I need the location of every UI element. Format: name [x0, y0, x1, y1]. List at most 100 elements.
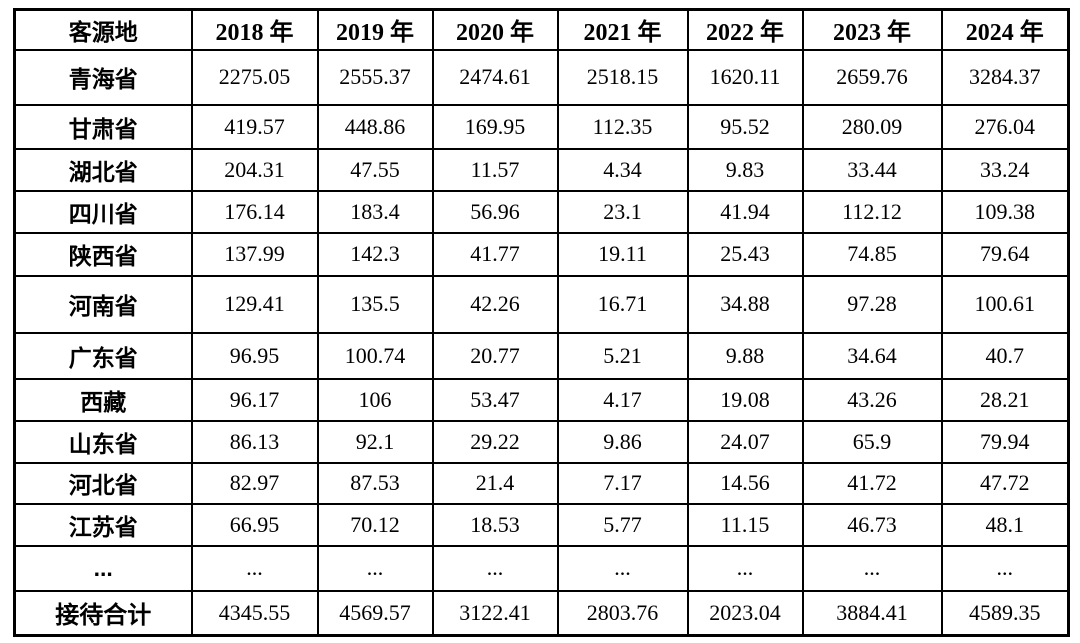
data-cell: 280.09	[801, 103, 943, 150]
data-cell: 16.71	[556, 274, 689, 334]
data-cell: 4589.35	[940, 589, 1070, 637]
data-cell: 23.1	[556, 189, 689, 234]
data-cell: 129.41	[190, 274, 319, 334]
data-cell: 2659.76	[801, 48, 943, 106]
data-cell: 42.26	[431, 274, 559, 334]
data-cell: 56.96	[431, 189, 559, 234]
data-cell: 47.55	[316, 147, 434, 192]
data-cell: 169.95	[431, 103, 559, 150]
data-cell: 1620.11	[686, 48, 804, 106]
data-cell: 53.47	[431, 377, 559, 422]
data-cell: 9.86	[556, 419, 689, 464]
data-cell: ...	[940, 544, 1070, 592]
row-label: 陕西省	[13, 231, 193, 277]
data-cell: 9.83	[686, 147, 804, 192]
header-row: 客源地 2018 年 2019 年 2020 年 2021 年 2022 年 2…	[13, 8, 1070, 51]
row-label-total: 接待合计	[13, 589, 193, 637]
data-cell: 19.08	[686, 377, 804, 422]
column-header-2020: 2020 年	[431, 8, 559, 51]
data-cell: 25.43	[686, 231, 804, 277]
data-cell: 112.12	[801, 189, 943, 234]
data-cell: 5.77	[556, 502, 689, 547]
data-cell: 92.1	[316, 419, 434, 464]
table-row-gansu: 甘肃省 419.57 448.86 169.95 112.35 95.52 28…	[13, 103, 1070, 150]
data-cell: 176.14	[190, 189, 319, 234]
data-cell: 7.17	[556, 461, 689, 505]
data-cell: 34.64	[801, 331, 943, 380]
data-cell: 100.74	[316, 331, 434, 380]
column-header-2018: 2018 年	[190, 8, 319, 51]
data-cell: 79.64	[940, 231, 1070, 277]
data-cell: 106	[316, 377, 434, 422]
data-cell: ...	[556, 544, 689, 592]
row-label: 河南省	[13, 274, 193, 334]
data-cell: 96.17	[190, 377, 319, 422]
data-cell: 9.88	[686, 331, 804, 380]
table-row-shandong: 山东省 86.13 92.1 29.22 9.86 24.07 65.9 79.…	[13, 419, 1070, 464]
data-cell: 41.72	[801, 461, 943, 505]
data-cell: 19.11	[556, 231, 689, 277]
data-cell: 29.22	[431, 419, 559, 464]
data-cell: 41.77	[431, 231, 559, 277]
column-header-2023: 2023 年	[801, 8, 943, 51]
data-cell: 40.7	[940, 331, 1070, 380]
data-cell: ...	[801, 544, 943, 592]
data-cell: 3122.41	[431, 589, 559, 637]
data-cell: 112.35	[556, 103, 689, 150]
data-cell: 137.99	[190, 231, 319, 277]
column-header-2024: 2024 年	[940, 8, 1070, 51]
data-cell: ...	[190, 544, 319, 592]
row-label: 江苏省	[13, 502, 193, 547]
data-cell: 33.44	[801, 147, 943, 192]
data-cell: 448.86	[316, 103, 434, 150]
data-cell: 65.9	[801, 419, 943, 464]
data-cell: 204.31	[190, 147, 319, 192]
data-cell: 5.21	[556, 331, 689, 380]
data-cell: 28.21	[940, 377, 1070, 422]
table-row-shaanxi: 陕西省 137.99 142.3 41.77 19.11 25.43 74.85…	[13, 231, 1070, 277]
data-cell: 4345.55	[190, 589, 319, 637]
data-cell: 2023.04	[686, 589, 804, 637]
data-cell: 2803.76	[556, 589, 689, 637]
data-cell: 4.17	[556, 377, 689, 422]
data-cell: 46.73	[801, 502, 943, 547]
row-label: 山东省	[13, 419, 193, 464]
table-row-jiangsu: 江苏省 66.95 70.12 18.53 5.77 11.15 46.73 4…	[13, 502, 1070, 547]
table-row-total: 接待合计 4345.55 4569.57 3122.41 2803.76 202…	[13, 589, 1070, 637]
row-label: 广东省	[13, 331, 193, 380]
data-cell: 4569.57	[316, 589, 434, 637]
data-cell: 79.94	[940, 419, 1070, 464]
table-row-xizang: 西藏 96.17 106 53.47 4.17 19.08 43.26 28.2…	[13, 377, 1070, 422]
column-header-2022: 2022 年	[686, 8, 804, 51]
data-cell: 183.4	[316, 189, 434, 234]
data-cell: 3284.37	[940, 48, 1070, 106]
data-cell: 142.3	[316, 231, 434, 277]
data-cell: 20.77	[431, 331, 559, 380]
data-cell: 2518.15	[556, 48, 689, 106]
data-cell: ...	[316, 544, 434, 592]
data-cell: 33.24	[940, 147, 1070, 192]
data-cell: 43.26	[801, 377, 943, 422]
data-cell: 3884.41	[801, 589, 943, 637]
data-cell: ...	[431, 544, 559, 592]
table-row-guangdong: 广东省 96.95 100.74 20.77 5.21 9.88 34.64 4…	[13, 331, 1070, 380]
table-row-ellipsis: ... ... ... ... ... ... ... ...	[13, 544, 1070, 592]
table-row-hebei: 河北省 82.97 87.53 21.4 7.17 14.56 41.72 47…	[13, 461, 1070, 505]
data-cell: 2555.37	[316, 48, 434, 106]
data-cell: 82.97	[190, 461, 319, 505]
data-cell: 4.34	[556, 147, 689, 192]
column-header-2021: 2021 年	[556, 8, 689, 51]
table-row-sichuan: 四川省 176.14 183.4 56.96 23.1 41.94 112.12…	[13, 189, 1070, 234]
data-cell: 34.88	[686, 274, 804, 334]
data-cell: 97.28	[801, 274, 943, 334]
column-header-source: 客源地	[13, 8, 193, 51]
data-cell: 47.72	[940, 461, 1070, 505]
data-cell: 74.85	[801, 231, 943, 277]
data-cell: 276.04	[940, 103, 1070, 150]
data-cell: 419.57	[190, 103, 319, 150]
row-label: 青海省	[13, 48, 193, 106]
data-cell: 11.57	[431, 147, 559, 192]
data-cell: 14.56	[686, 461, 804, 505]
visitor-source-table: 客源地 2018 年 2019 年 2020 年 2021 年 2022 年 2…	[13, 8, 1070, 637]
column-header-2019: 2019 年	[316, 8, 434, 51]
